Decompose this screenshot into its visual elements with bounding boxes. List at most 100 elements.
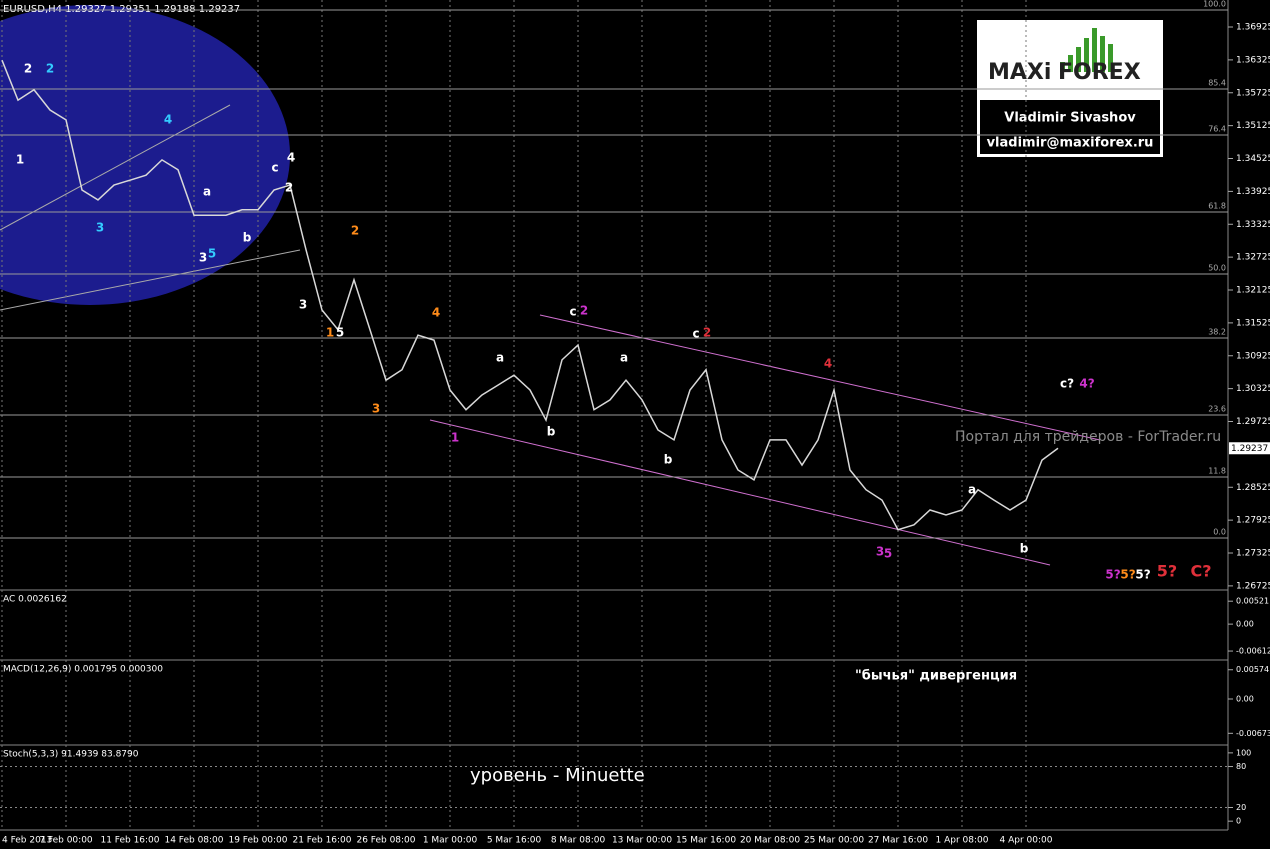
y-tick-label: 1.36925 bbox=[1236, 23, 1270, 33]
y-tick-label: 1.31525 bbox=[1236, 318, 1270, 328]
x-tick-label: 19 Feb 00:00 bbox=[228, 836, 287, 846]
y-tick-label: 1.35725 bbox=[1236, 88, 1270, 98]
fib-label: 50.0 bbox=[1208, 264, 1226, 273]
logo-bar bbox=[1076, 47, 1081, 72]
wave-label: 2 bbox=[703, 326, 711, 340]
x-tick-label: 7 Feb 00:00 bbox=[39, 836, 93, 846]
y-tick-label: 1.30325 bbox=[1236, 384, 1270, 394]
x-tick-label: 5 Mar 16:00 bbox=[487, 836, 542, 846]
wave-label: 5? bbox=[1135, 568, 1150, 582]
y-tick-label: 1.34525 bbox=[1236, 154, 1270, 164]
wave-label: 3 bbox=[299, 298, 307, 312]
wave-label: C? bbox=[1190, 562, 1211, 581]
x-tick-label: 14 Feb 08:00 bbox=[164, 836, 223, 846]
y-tick-label: 1.36325 bbox=[1236, 55, 1270, 65]
wave-label: b bbox=[1020, 542, 1029, 556]
panel-annotation: "бычья" дивергенция bbox=[855, 669, 1017, 684]
logo-bar bbox=[1100, 36, 1105, 72]
y-tick-label: 1.35125 bbox=[1236, 121, 1270, 131]
wave-label: 1 bbox=[451, 431, 459, 445]
x-tick-label: 27 Mar 16:00 bbox=[868, 836, 928, 846]
x-tick-label: 1 Apr 08:00 bbox=[936, 836, 989, 846]
wave-label: 1 bbox=[16, 153, 24, 167]
trend-line bbox=[0, 249, 301, 311]
wave-label: b bbox=[243, 231, 252, 245]
author-name: Vladimir Sivashov bbox=[1004, 111, 1136, 126]
x-tick-label: 15 Mar 16:00 bbox=[676, 836, 736, 846]
chart-header: EURUSD,H4 1.29327 1.29351 1.29188 1.2923… bbox=[3, 4, 240, 15]
y-tick-label: 1.32725 bbox=[1236, 253, 1270, 263]
trend-line bbox=[0, 104, 231, 231]
panel-tick-label: 0 bbox=[1236, 817, 1241, 826]
wave-label: 5? bbox=[1120, 568, 1135, 582]
wave-label: 2 bbox=[580, 304, 588, 318]
wave-label: b bbox=[547, 425, 556, 439]
fib-label: 0.0 bbox=[1213, 528, 1226, 537]
wave-label: 4 bbox=[164, 113, 172, 127]
wave-label: 2 bbox=[285, 181, 293, 195]
wave-label: 3 bbox=[876, 545, 884, 559]
fib-label: 11.8 bbox=[1208, 467, 1226, 476]
panel-tick-label: 100 bbox=[1236, 748, 1251, 757]
x-tick-label: 25 Mar 00:00 bbox=[804, 836, 864, 846]
wave-label: 5 bbox=[884, 547, 892, 561]
x-tick-label: 4 Feb 2013 bbox=[2, 836, 52, 846]
logo: MAXi FOREX Vladimir Sivashov vladimir@ma… bbox=[977, 20, 1163, 157]
y-tick-label: 1.28525 bbox=[1236, 483, 1270, 493]
panel-tick-label: 20 bbox=[1236, 803, 1246, 812]
x-tick-label: 20 Mar 08:00 bbox=[740, 836, 800, 846]
fib-label: 100.0 bbox=[1203, 0, 1226, 9]
wave-label: c? bbox=[1060, 377, 1074, 391]
y-tick-label: 1.29725 bbox=[1236, 417, 1270, 427]
wave-label: c bbox=[569, 305, 576, 319]
y-tick-label: 1.30925 bbox=[1236, 351, 1270, 361]
x-tick-label: 11 Feb 16:00 bbox=[100, 836, 159, 846]
y-tick-label: 1.32125 bbox=[1236, 286, 1270, 296]
panel-tick-label: 0.00 bbox=[1236, 620, 1254, 629]
y-tick-label: 1.27325 bbox=[1236, 549, 1270, 559]
watermark: Портал для трейдеров - ForTrader.ru bbox=[955, 429, 1221, 445]
channel-line bbox=[429, 419, 1051, 566]
wave-label: 2 bbox=[46, 62, 54, 76]
price-line bbox=[1, 59, 1059, 531]
logo-bar bbox=[1068, 55, 1073, 72]
logo-bar bbox=[1084, 38, 1089, 72]
y-tick-label: 1.26725 bbox=[1236, 581, 1270, 591]
wave-label: b bbox=[664, 453, 673, 467]
current-price-label: 1.29237 bbox=[1231, 444, 1268, 454]
logo-bar bbox=[1108, 44, 1113, 72]
wave-label: 4 bbox=[432, 306, 440, 320]
highlight-ellipse bbox=[0, 5, 290, 305]
author-email: vladimir@maxiforex.ru bbox=[987, 136, 1154, 151]
wave-label: 5 bbox=[336, 326, 344, 340]
y-tick-label: 1.33325 bbox=[1236, 220, 1270, 230]
panel-tick-label: 0.00574 bbox=[1236, 665, 1269, 674]
x-tick-label: 13 Mar 00:00 bbox=[612, 836, 672, 846]
x-tick-label: 8 Mar 08:00 bbox=[551, 836, 606, 846]
wave-label: 4? bbox=[1079, 377, 1094, 391]
x-tick-label: 26 Feb 08:00 bbox=[356, 836, 415, 846]
wave-label: 2 bbox=[351, 224, 359, 238]
fib-label: 85.4 bbox=[1208, 79, 1226, 88]
fib-label: 38.2 bbox=[1208, 328, 1226, 337]
logo-brand: MAXi bbox=[988, 60, 1051, 85]
wave-label: c bbox=[271, 161, 278, 175]
wave-label: 3 bbox=[372, 402, 380, 416]
wave-label: 5? bbox=[1105, 568, 1120, 582]
panel-tick-label: 0.00 bbox=[1236, 695, 1254, 704]
x-tick-label: 21 Feb 16:00 bbox=[292, 836, 351, 846]
panel-tick-label: -0.00612 bbox=[1236, 647, 1270, 656]
logo-brand: FOREX bbox=[1058, 60, 1141, 85]
wave-label: a bbox=[203, 185, 211, 199]
wave-label: a bbox=[496, 351, 504, 365]
logo-bar bbox=[1060, 62, 1065, 72]
logo-bar bbox=[1092, 28, 1097, 72]
x-tick-label: 1 Mar 00:00 bbox=[423, 836, 478, 846]
wave-label: 1 bbox=[326, 326, 334, 340]
fib-label: 76.4 bbox=[1208, 125, 1226, 134]
wave-label: a bbox=[968, 483, 976, 497]
wave-label: 5? bbox=[1157, 562, 1177, 581]
panel-tick-label: -0.00673 bbox=[1236, 729, 1270, 738]
